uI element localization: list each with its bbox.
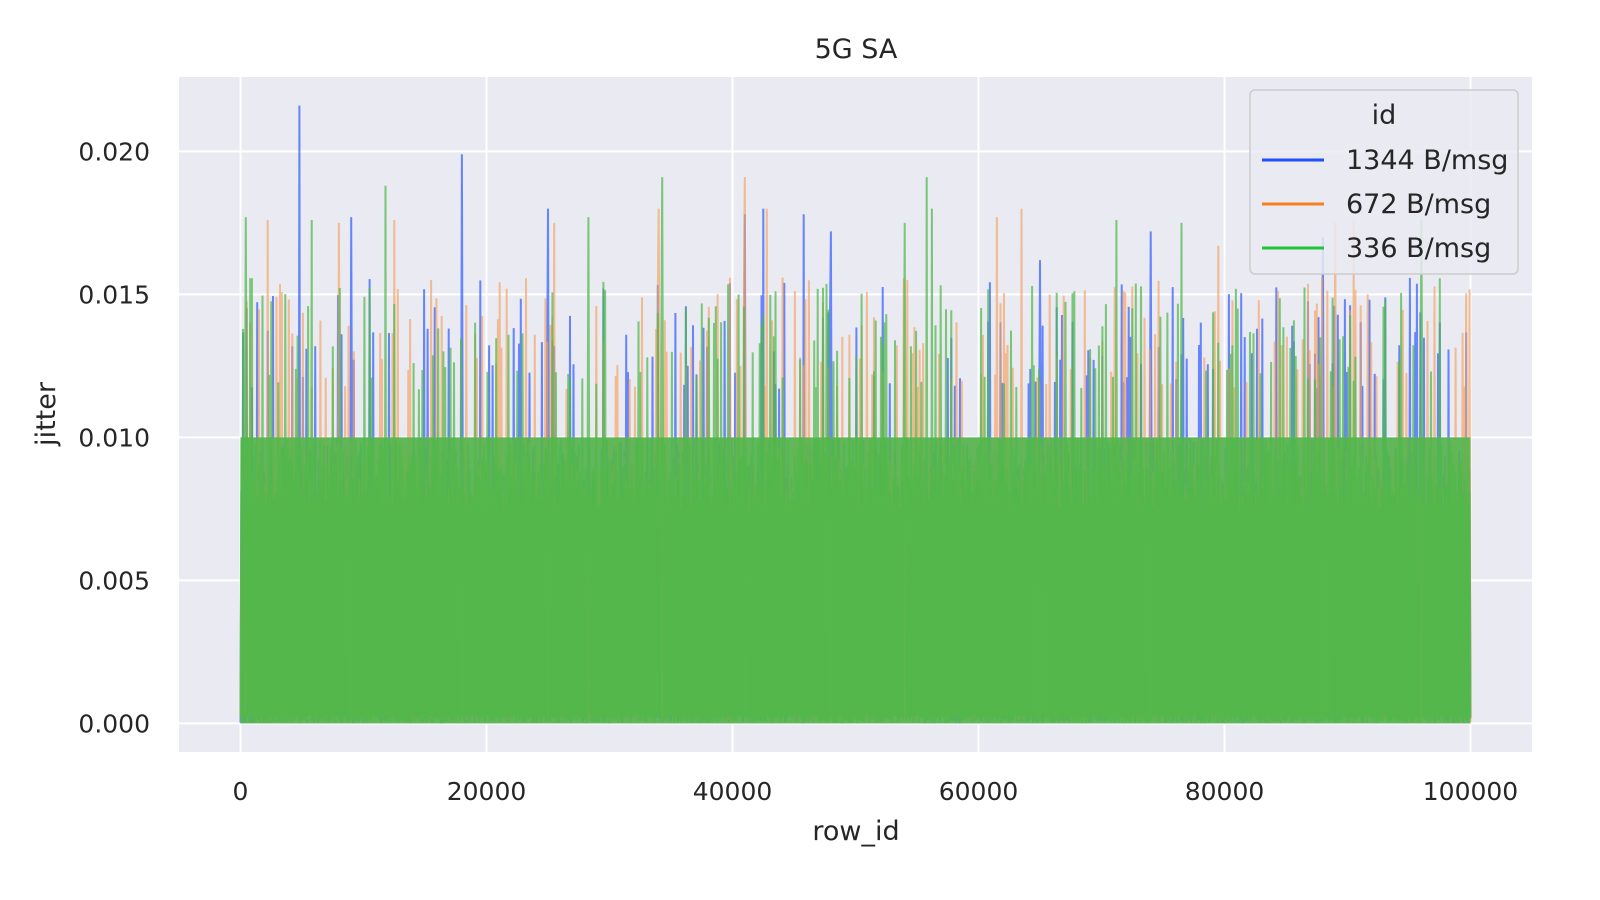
x-axis-label: row_id (812, 816, 899, 847)
legend-entry: 336 B/msg (1346, 233, 1491, 264)
series-dense-band (240, 437, 1471, 724)
legend: id 1344 B/msg 672 B/msg 336 B/msg (1249, 89, 1519, 275)
y-tick-label: 0.000 (78, 709, 150, 738)
legend-items: 1344 B/msg 672 B/msg 336 B/msg (1262, 145, 1508, 264)
x-tick-label: 0 (233, 777, 249, 806)
y-axis-label: jitter (31, 381, 62, 447)
y-tick-label: 0.005 (78, 566, 150, 595)
y-tick-labels: 0.000 0.005 0.010 0.015 0.020 (78, 137, 150, 738)
x-tick-label: 40000 (693, 777, 773, 806)
y-tick-label: 0.010 (78, 423, 150, 452)
series-336-b-msg (239, 177, 1472, 724)
x-tick-labels: 0 20000 40000 60000 80000 100000 (233, 777, 1519, 806)
chart-title: 5G SA (815, 34, 898, 65)
legend-box (1249, 89, 1519, 275)
y-tick-label: 0.015 (78, 280, 150, 309)
x-tick-label: 60000 (939, 777, 1019, 806)
series-layer (239, 105, 1472, 724)
x-tick-label: 20000 (447, 777, 527, 806)
x-tick-label: 100000 (1423, 777, 1518, 806)
legend-entry: 1344 B/msg (1346, 145, 1508, 176)
legend-title: id (1372, 100, 1397, 131)
legend-entry: 672 B/msg (1346, 189, 1491, 220)
x-tick-label: 80000 (1185, 777, 1265, 806)
y-tick-label: 0.020 (78, 137, 150, 166)
